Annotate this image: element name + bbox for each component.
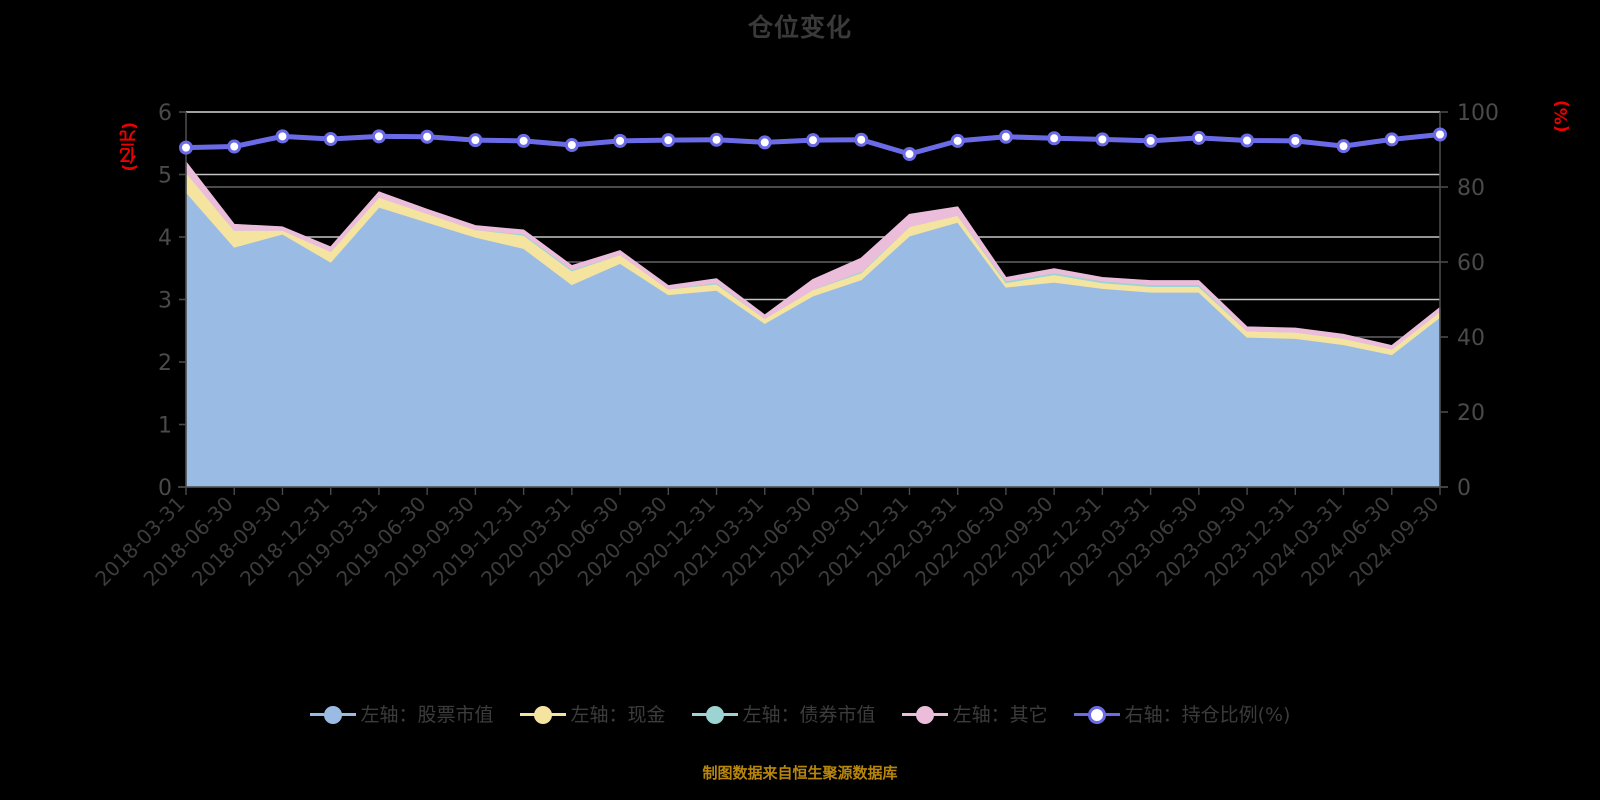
legend-position-ratio[interactable]: 右轴：持仓比例(%) [1073, 700, 1291, 727]
ratio-point[interactable] [1384, 132, 1399, 147]
right-tick-label: 100 [1457, 101, 1499, 126]
legend-bond-value[interactable]: 左轴：债券市值 [691, 700, 876, 727]
legend-stock-value-label: 左轴：股票市值 [360, 704, 494, 726]
left-tick-label: 5 [158, 164, 172, 189]
ratio-point[interactable] [1191, 130, 1206, 145]
ratio-point[interactable] [709, 132, 724, 147]
left-tick-label: 3 [158, 289, 172, 314]
ratio-point[interactable] [661, 133, 676, 148]
ratio-point[interactable] [1433, 127, 1447, 142]
ratio-point[interactable] [275, 129, 290, 144]
ratio-point[interactable] [613, 133, 628, 148]
right-tick-label: 60 [1457, 251, 1485, 276]
ratio-point[interactable] [950, 133, 965, 148]
plot-area: 01234560204060801002018-03-312018-06-302… [90, 101, 1499, 591]
legend-bond-value-label: 左轴：债券市值 [742, 704, 876, 726]
legend-position-ratio-label: 右轴：持仓比例(%) [1124, 704, 1291, 726]
ratio-point[interactable] [1143, 133, 1158, 148]
ratio-point[interactable] [854, 132, 869, 147]
legend-other[interactable]: 左轴：其它 [901, 700, 1048, 727]
ratio-point[interactable] [998, 129, 1013, 144]
ratio-point[interactable] [1095, 132, 1110, 147]
left-tick-label: 6 [158, 101, 172, 126]
right-tick-label: 0 [1457, 476, 1471, 501]
ratio-point[interactable] [1047, 131, 1062, 146]
ratio-point[interactable] [1240, 133, 1255, 148]
left-tick-label: 1 [158, 414, 172, 439]
ratio-point[interactable] [1288, 133, 1303, 148]
ratio-point[interactable] [179, 140, 193, 155]
legend-bond-value-marker-icon [691, 704, 738, 724]
page-title: 仓位变化 [747, 13, 852, 42]
left-tick-label: 4 [158, 226, 172, 251]
footer-note: 制图数据来自恒生聚源数据库 [702, 764, 898, 782]
ratio-point[interactable] [564, 138, 579, 152]
legend-cash-marker-icon [519, 704, 566, 724]
legend-other-marker-icon [901, 704, 948, 724]
right-tick-label: 20 [1457, 401, 1485, 426]
left-tick-label: 2 [158, 351, 172, 376]
legend-cash[interactable]: 左轴：现金 [519, 700, 666, 727]
legend-other-label: 左轴：其它 [952, 704, 1048, 726]
right-tick-label: 40 [1457, 326, 1485, 351]
ratio-point[interactable] [902, 147, 917, 161]
ratio-point[interactable] [757, 135, 772, 150]
right-tick-label: 80 [1457, 176, 1485, 201]
legend-stock-value[interactable]: 左轴：股票市值 [309, 700, 494, 727]
ratio-point[interactable] [468, 133, 483, 148]
ratio-point[interactable] [420, 129, 435, 144]
ratio-point[interactable] [323, 132, 338, 146]
chart-legend: 左轴：股票市值 左轴：现金 左轴：债券市值 左轴：其它 右轴：持仓比例(%) [0, 700, 1600, 727]
ratio-point[interactable] [371, 129, 386, 144]
ratio-point[interactable] [1336, 139, 1351, 154]
ratio-point[interactable] [516, 133, 531, 148]
legend-cash-label: 左轴：现金 [570, 704, 666, 726]
legend-position-ratio-marker-icon [1073, 704, 1120, 724]
ratio-point[interactable] [806, 133, 820, 148]
ratio-point[interactable] [227, 139, 242, 154]
left-tick-label: 0 [158, 476, 172, 501]
legend-stock-value-marker-icon [309, 704, 356, 724]
